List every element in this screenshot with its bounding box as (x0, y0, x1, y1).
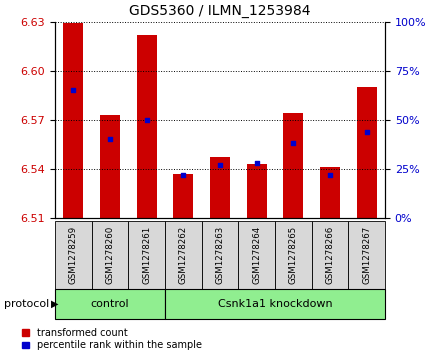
Bar (238, 221, 275, 289)
Text: Csnk1a1 knockdown: Csnk1a1 knockdown (218, 299, 332, 309)
Point (253, 160, 260, 166)
Bar (275, 221, 312, 289)
Bar (283, 113, 304, 218)
Bar (173, 174, 194, 218)
Text: GSM1278264: GSM1278264 (252, 226, 261, 284)
Bar (63, 23, 84, 218)
Bar (55, 289, 165, 319)
Point (106, 136, 114, 142)
Point (363, 129, 370, 134)
Text: GSM1278260: GSM1278260 (106, 226, 114, 284)
Bar (348, 221, 385, 289)
Text: GSM1278259: GSM1278259 (69, 226, 78, 284)
Bar (356, 87, 377, 218)
Text: GSM1278262: GSM1278262 (179, 226, 188, 284)
Bar (55, 221, 92, 289)
Text: GSM1278265: GSM1278265 (289, 226, 298, 284)
Bar (128, 221, 165, 289)
Bar (210, 157, 230, 218)
Text: control: control (91, 299, 129, 309)
Text: GSM1278266: GSM1278266 (326, 226, 334, 284)
Text: GSM1278267: GSM1278267 (362, 226, 371, 284)
Bar (202, 221, 238, 289)
Text: GSM1278261: GSM1278261 (142, 226, 151, 284)
Point (143, 117, 150, 123)
Bar (165, 221, 202, 289)
Point (216, 162, 224, 168)
Title: GDS5360 / ILMN_1253984: GDS5360 / ILMN_1253984 (129, 4, 311, 18)
Bar (136, 35, 157, 218)
Bar (246, 164, 267, 218)
Legend: transformed count, percentile rank within the sample: transformed count, percentile rank withi… (22, 328, 202, 350)
Point (180, 172, 187, 178)
Point (326, 172, 334, 178)
Text: GSM1278263: GSM1278263 (216, 226, 224, 284)
Bar (320, 167, 340, 218)
Text: protocol: protocol (4, 299, 50, 309)
Point (70, 87, 77, 93)
Bar (312, 221, 348, 289)
Bar (165, 289, 385, 319)
Bar (100, 115, 120, 218)
Text: ▶: ▶ (51, 299, 58, 309)
Bar (92, 221, 128, 289)
Point (290, 140, 297, 146)
